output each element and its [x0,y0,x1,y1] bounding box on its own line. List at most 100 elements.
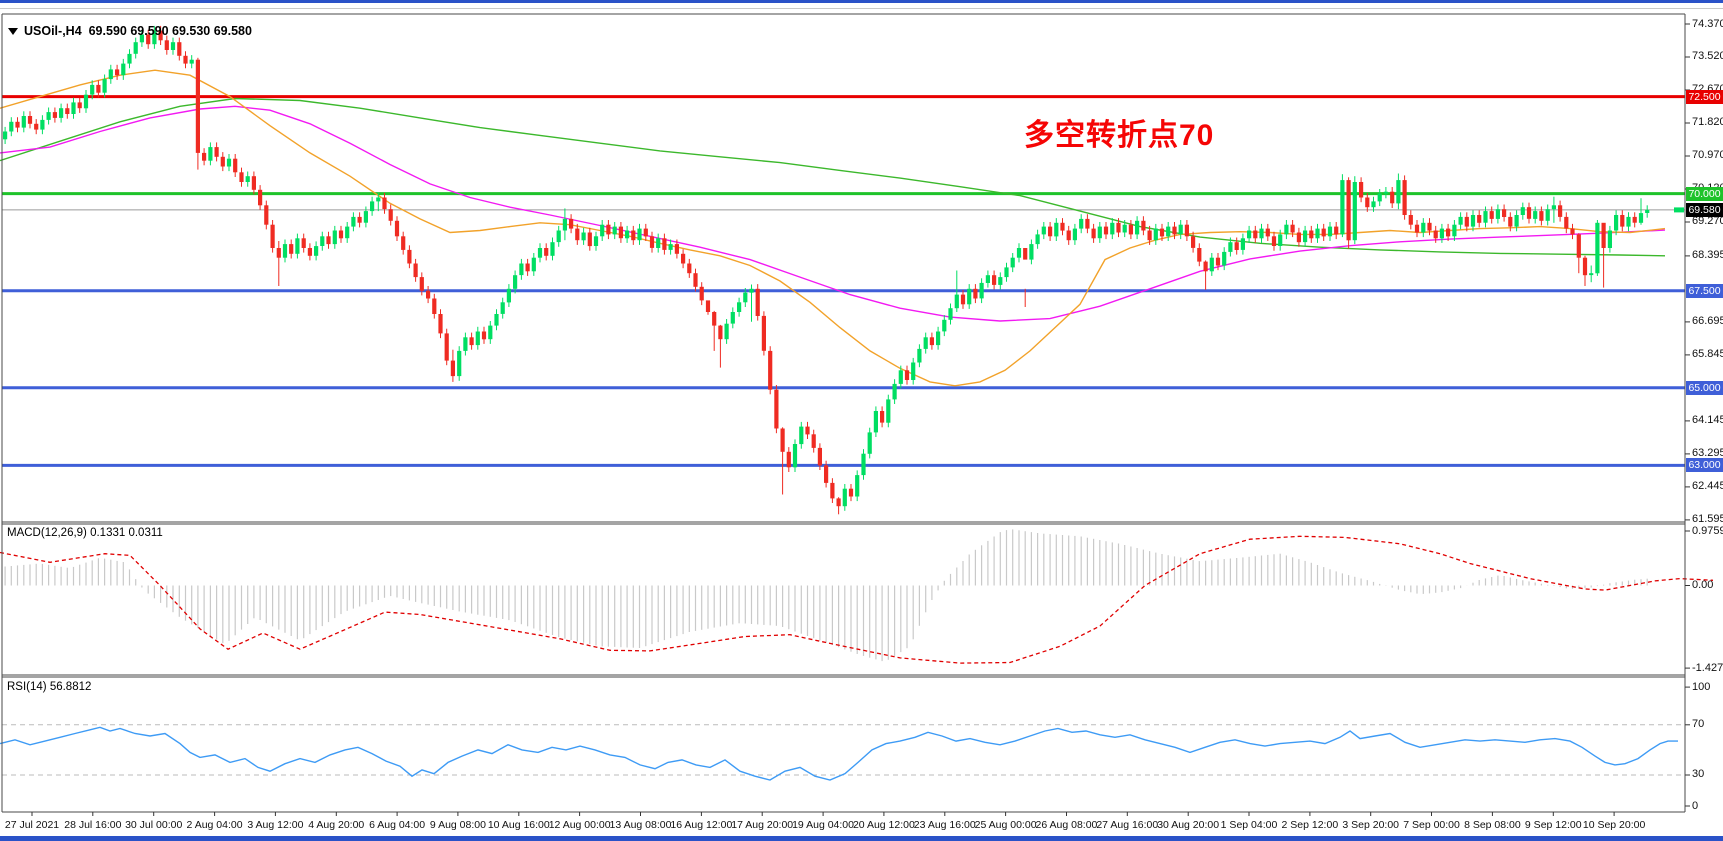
candle-body [1414,224,1420,233]
candle-body [202,152,207,161]
candle-body [357,216,362,223]
candle-body [730,312,735,324]
time-label: 1 Sep 04:00 [1220,819,1278,831]
candle-body [258,189,263,206]
candle-body [917,348,922,363]
candle-body [519,263,524,276]
candle-body [233,158,238,173]
candle-body [220,156,225,167]
price-badge-67500: 67.500 [1686,283,1723,298]
candle-body [1495,209,1500,219]
candle-body [494,314,499,326]
time-label: 19 Aug 04:00 [792,819,854,831]
candle-body [27,116,33,124]
candle-body [830,482,835,499]
candle-body [1589,273,1594,276]
candle-body [1595,222,1600,274]
candle-body [805,426,810,435]
time-label: 2 Sep 12:00 [1281,819,1339,831]
candle-body [189,59,194,64]
candle-body [488,325,493,340]
candle-body [463,337,468,351]
candle-body [1278,234,1283,246]
candle-body [593,236,599,246]
rsi-tick-label: 0 [1692,799,1699,812]
candle-body [152,30,157,45]
candle-body [768,350,773,390]
ma-slow-green [0,97,1666,257]
candle-body [289,244,294,254]
price-badge-69580: 69.580 [1686,202,1723,217]
symbol-title: USOil-,H4 69.590 69.590 69.530 69.580 [8,24,252,38]
time-label: 27 Jul 2021 [4,819,60,831]
candle-body [774,389,779,429]
candle-body [855,475,860,497]
candle-body [705,300,711,312]
macd-tick-label: 0.00 [1692,579,1714,591]
candle-body [531,257,536,272]
candle-body [1464,216,1469,227]
candle-body [942,319,947,332]
candle-body [780,428,785,452]
candle-body [413,263,418,278]
candle-body [618,226,623,239]
candle-body [600,224,605,237]
candle-body [332,230,337,245]
candle-body [1514,215,1519,227]
candle-body [575,228,580,241]
candle-body [481,331,487,340]
candle-body [419,277,424,291]
time-label: 17 Aug 20:00 [731,819,794,831]
candle-body [792,444,798,468]
price-tick-label: 70.970 [1692,149,1723,162]
chevron-down-icon[interactable] [8,28,18,36]
candle-body [133,42,138,54]
candle-body [282,244,288,258]
candle-body [1545,209,1550,221]
candle-body [1626,216,1631,227]
candle-body [656,238,661,248]
candle-body [1489,211,1494,219]
main-chart-area[interactable] [2,14,1685,522]
candle-body [923,337,928,349]
candle-body [245,176,250,182]
candle-body [164,40,169,50]
candle-body [761,315,766,351]
candle-body [1284,224,1289,235]
candle-body [1016,248,1022,258]
rsi-panel-area[interactable] [2,677,1685,812]
candle-body [1645,209,1650,213]
candle-body [314,246,319,256]
candle-body [699,286,704,301]
candle-body [1346,180,1351,241]
candle-body [848,488,854,497]
candle-body [1446,228,1451,237]
candle-body [1215,257,1221,266]
candle-body [1377,193,1382,202]
candle-body [1477,215,1482,223]
candle-body [1508,216,1513,227]
candle-body [1371,201,1376,208]
candle-body [687,263,692,274]
candle-body [1103,226,1109,235]
window-bottom-edge [0,836,1723,841]
candle-body [1209,257,1214,272]
candle-body [1041,226,1046,235]
price-tick-label: 61.595 [1692,513,1723,526]
candle-body [183,55,188,64]
last-price-marker [1674,207,1684,213]
candle-body [1010,257,1015,268]
candle-body [320,236,325,246]
candle-body [892,383,897,400]
macd-panel-area[interactable] [2,524,1685,675]
chart-annotation-text: 多空转折点70 [1024,119,1215,152]
candle-body [1526,207,1532,219]
candle-body [226,158,232,167]
candle-body [139,34,144,43]
candle-body [1352,182,1357,241]
candle-body [1520,207,1525,215]
time-label: 9 Sep 12:00 [1524,819,1582,831]
macd-signal-line [0,535,1714,664]
candle-body [108,69,113,80]
candle-body [1029,244,1034,260]
